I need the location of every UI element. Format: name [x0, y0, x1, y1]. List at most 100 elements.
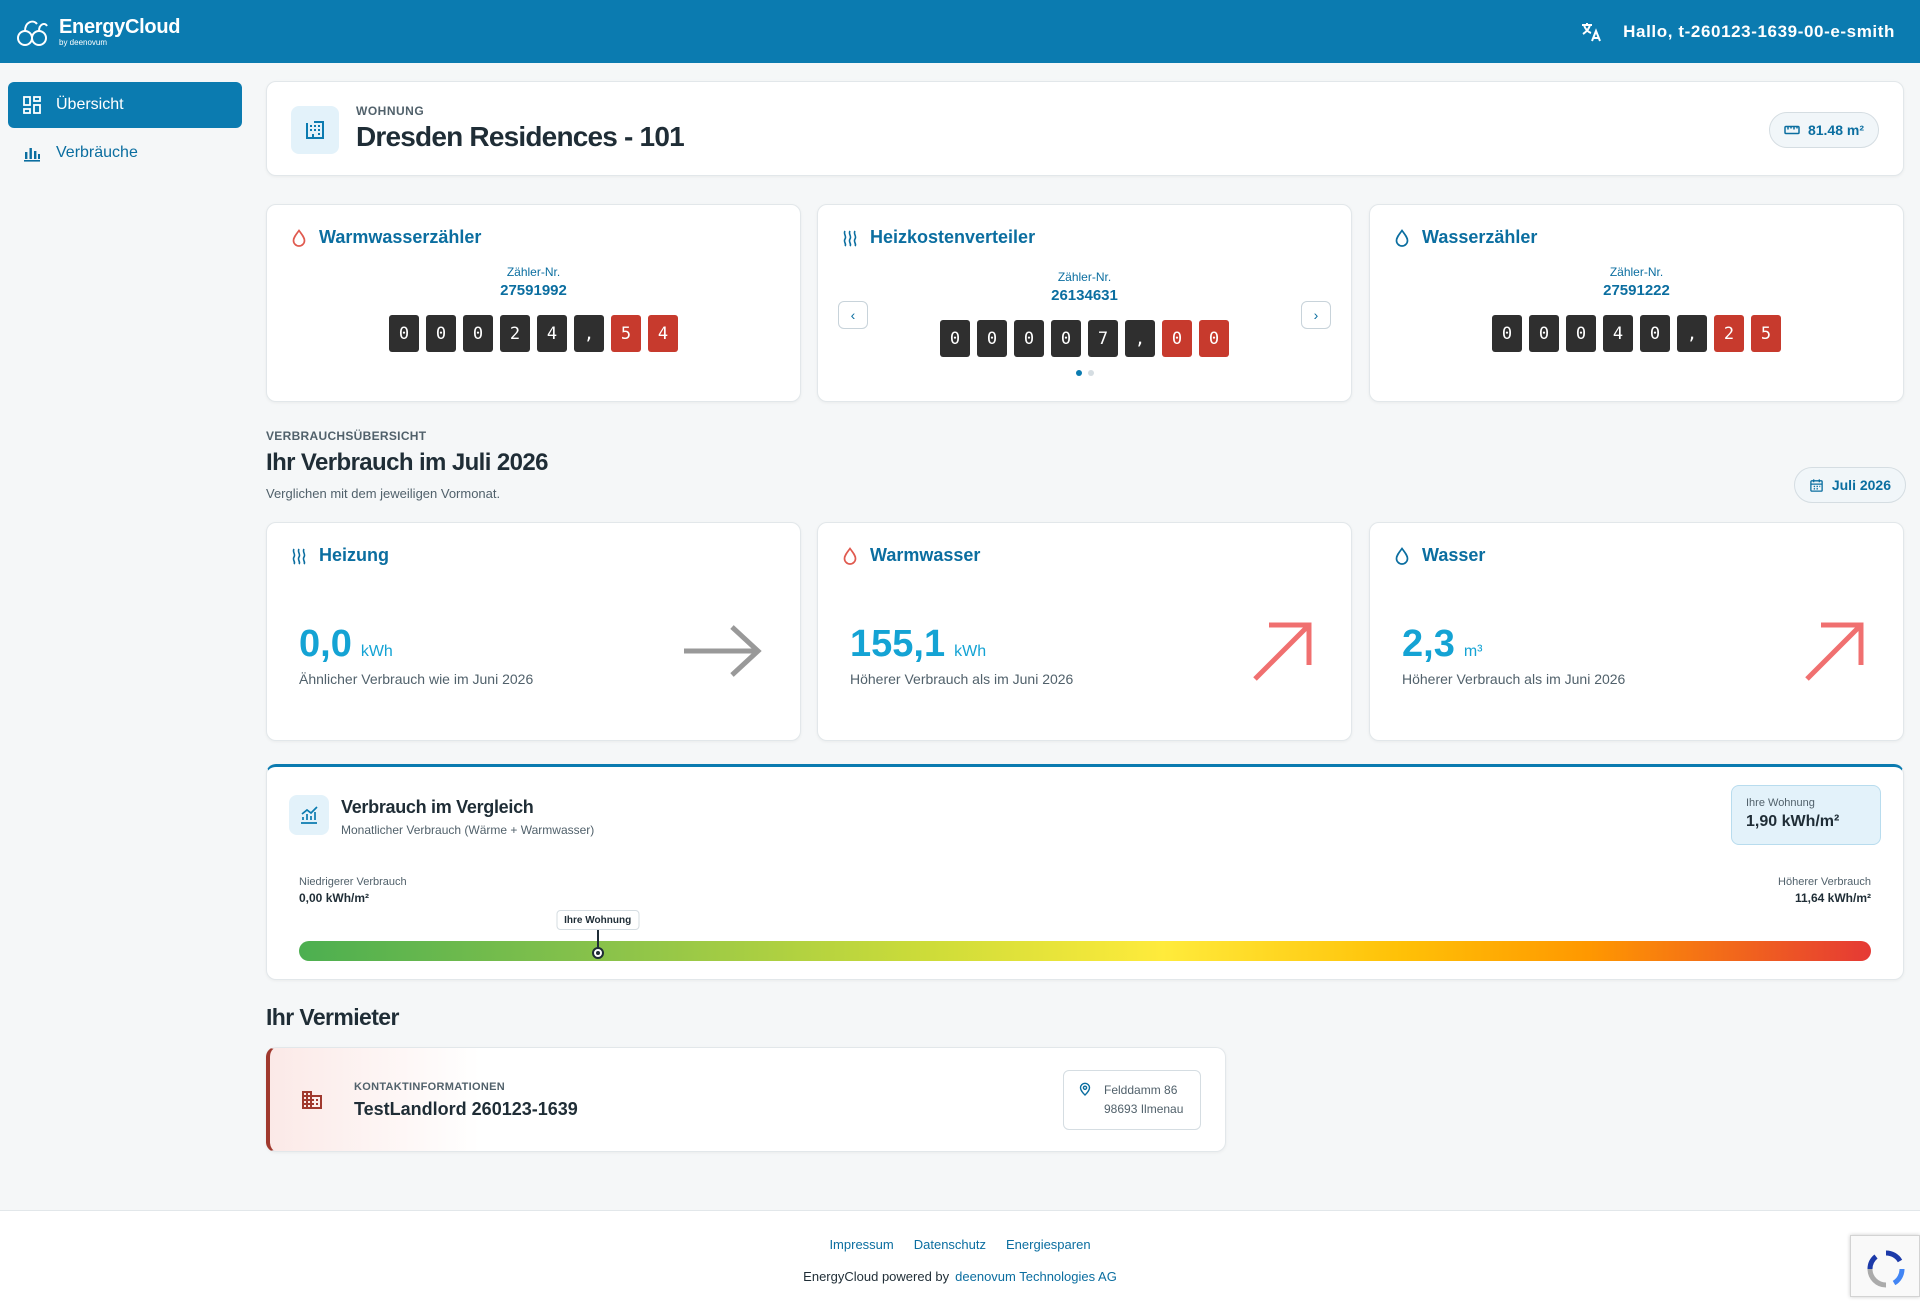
meter-digit: 0 [389, 315, 419, 352]
comparison-subtitle: Monatlicher Verbrauch (Wärme + Warmwasse… [341, 823, 595, 837]
meter-decimal-digit: 5 [1751, 315, 1781, 352]
meter-digit: 0 [1529, 315, 1559, 352]
consumption-unit: kWh [360, 643, 393, 660]
footer-link-impressum[interactable]: Impressum [829, 1237, 894, 1252]
meter-decimal-digit: 2 [1714, 315, 1744, 352]
landlord-label: KONTAKTINFORMATIONEN [354, 1081, 506, 1093]
powered-by-link[interactable]: deenovum Technologies AG [955, 1269, 1117, 1284]
sidebar-item-label: Übersicht [56, 96, 124, 113]
meter-number-label: Zähler-Nr. [1057, 270, 1112, 284]
meter-card-hot-water: Warmwasserzähler Zähler-Nr. 27591992 0 0… [266, 204, 801, 402]
consumption-title: Heizung [319, 545, 389, 565]
meter-digit: 0 [977, 320, 1007, 357]
bar-chart-icon [24, 148, 40, 162]
calendar-icon [1810, 478, 1823, 492]
address-city: 98693 Ilmenau [1104, 1102, 1184, 1116]
meter-reading: 0 0 0 0 7 , 0 0 [818, 320, 1351, 357]
footer-link-privacy[interactable]: Datenschutz [913, 1237, 986, 1252]
consumption-unit: m³ [1463, 643, 1483, 660]
meter-reading: 0 0 0 2 4 , 5 4 [267, 315, 800, 352]
consumption-scale-bar [299, 941, 1871, 961]
meter-digit: 2 [500, 315, 530, 352]
analytics-icon [289, 795, 329, 835]
landlord-card: KONTAKTINFORMATIONEN TestLandlord 260123… [266, 1047, 1226, 1152]
meter-digit: 0 [1014, 320, 1044, 357]
meter-number-label: Zähler-Nr. [1609, 265, 1664, 279]
next-meter-button[interactable]: › [1301, 301, 1331, 329]
consumption-value: 0,0 [299, 623, 352, 665]
scale-low-value: 0,00 kWh/m² [299, 891, 370, 905]
carousel-dots [818, 370, 1351, 376]
heat-icon [292, 548, 306, 565]
overview-title: Ihr Verbrauch im Juli 2026 [266, 449, 548, 476]
meter-card-heating: Heizkostenverteiler ‹ › Zähler-Nr. 26134… [817, 204, 1352, 402]
meter-decimal-digit: 5 [611, 315, 641, 352]
energycloud-logo-icon [17, 20, 48, 46]
consumption-value: 2,3 [1402, 623, 1455, 665]
overview-subtitle: Verglichen mit dem jeweiligen Vormonat. [266, 486, 501, 501]
consumption-card-hot-water: Warmwasser 155,1 kWh Höherer Verbrauch a… [817, 522, 1352, 741]
meter-number: 27591222 [1603, 282, 1670, 299]
previous-meter-button[interactable]: ‹ [838, 301, 868, 329]
badge-value: 1,90 kWh/m² [1746, 813, 1840, 830]
recaptcha-badge[interactable] [1850, 1235, 1920, 1297]
meter-digit: 0 [1566, 315, 1596, 352]
scale-high-label: Höherer Verbrauch [1778, 876, 1871, 888]
badge-label: Ihre Wohnung [1746, 797, 1815, 809]
meter-digit: 0 [463, 315, 493, 352]
meter-decimal-digit: 0 [1199, 320, 1229, 357]
meter-digit: 0 [940, 320, 970, 357]
meter-title: Heizkostenverteiler [870, 227, 1036, 247]
chevron-right-icon: › [1313, 307, 1319, 323]
landlord-address: Felddamm 86 98693 Ilmenau [1063, 1070, 1201, 1130]
meter-number-label: Zähler-Nr. [506, 265, 561, 279]
carousel-dot[interactable] [1087, 370, 1094, 376]
meter-reading: 0 0 0 4 0 , 2 5 [1370, 315, 1903, 352]
meter-digit: 4 [1603, 315, 1633, 352]
arrow-up-right-icon [1253, 622, 1312, 681]
meter-separator: , [1677, 315, 1707, 352]
chevron-left-icon: ‹ [850, 307, 856, 323]
apartment-card: WOHNUNG Dresden Residences - 101 81.48 m… [266, 81, 1904, 176]
month-picker[interactable]: Juli 2026 [1793, 467, 1906, 503]
month-value: Juli 2026 [1831, 477, 1891, 493]
landlord-name: TestLandlord 260123-1639 [354, 1099, 578, 1119]
meter-decimal-digit: 0 [1162, 320, 1192, 357]
marker-line [596, 923, 599, 948]
footer: Impressum Datenschutz Energiesparen Ener… [0, 1210, 1920, 1310]
user-greeting[interactable]: Hallo, t-260123-1639-00-e-smith [1623, 21, 1895, 41]
comparison-title: Verbrauch im Vergleich [341, 797, 534, 817]
consumption-card-heating: Heizung 0,0 kWh Ähnlicher Verbrauch wie … [266, 522, 801, 741]
ruler-icon [1784, 125, 1800, 135]
footer-link-energy-saving[interactable]: Energiesparen [1006, 1237, 1091, 1252]
scale-high-value: 11,64 kWh/m² [1794, 891, 1871, 905]
sidebar-item-consumption[interactable]: Verbräuche [8, 130, 242, 176]
company-building-icon [302, 1091, 322, 1109]
consumption-description: Ähnlicher Verbrauch wie im Juni 2026 [299, 671, 534, 687]
meter-digit: 0 [1051, 320, 1081, 357]
comparison-card: Verbrauch im Vergleich Monatlicher Verbr… [266, 764, 1904, 980]
logo[interactable]: EnergyCloud by deenovum [15, 14, 180, 50]
overview-label: VERBRAUCHSÜBERSICHT [266, 429, 427, 443]
sidebar: Übersicht Verbräuche [0, 63, 250, 1210]
drop-icon [292, 228, 306, 247]
drop-icon [1395, 546, 1409, 565]
carousel-dot[interactable] [1075, 370, 1082, 376]
meter-separator: , [1125, 320, 1155, 357]
apartment-title: Dresden Residences - 101 [356, 121, 685, 152]
consumption-description: Höherer Verbrauch als im Juni 2026 [850, 671, 1074, 687]
meter-number: 27591992 [500, 282, 567, 299]
marker-dot [591, 947, 604, 959]
top-bar: EnergyCloud by deenovum Hallo, t-260123-… [0, 0, 1920, 63]
meter-digit: 0 [1640, 315, 1670, 352]
apartment-value-badge: Ihre Wohnung 1,90 kWh/m² [1731, 785, 1881, 845]
location-pin-icon [1079, 1082, 1091, 1096]
arrow-right-icon [684, 625, 762, 677]
meter-digit: 7 [1088, 320, 1118, 357]
translate-icon[interactable] [1579, 20, 1603, 44]
sidebar-item-overview[interactable]: Übersicht [8, 82, 242, 128]
meter-card-water: Wasserzähler Zähler-Nr. 27591222 0 0 0 4… [1369, 204, 1904, 402]
sidebar-item-label: Verbräuche [56, 144, 138, 161]
meter-digit: 0 [1492, 315, 1522, 352]
consumption-value: 155,1 [850, 623, 946, 665]
